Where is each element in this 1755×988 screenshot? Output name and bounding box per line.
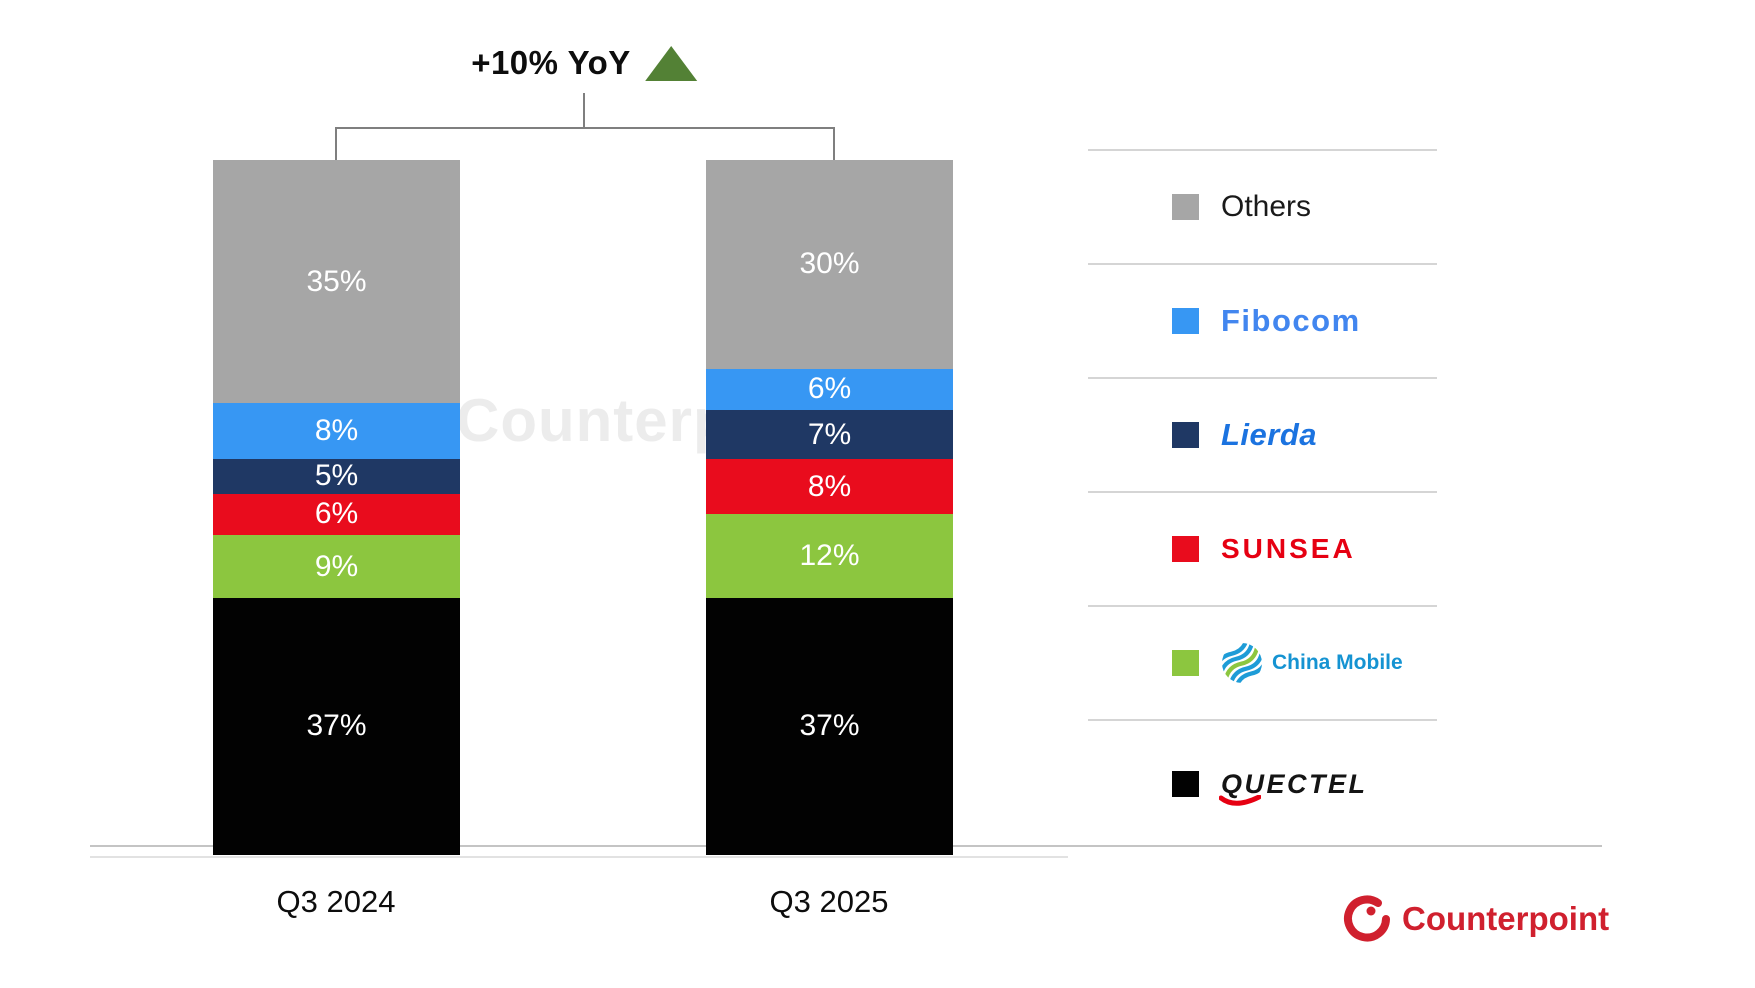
segment-value-label: 9% xyxy=(314,549,359,583)
baseline-short-line xyxy=(90,856,1068,858)
legend-item-others: Others xyxy=(1088,149,1437,263)
yoy-annotation: +10% YoY xyxy=(471,44,697,82)
stacked-bar-q3-2024: 35% 8% 5% 6% 9% 37% xyxy=(213,160,460,855)
bar-segment-china-mobile: 12% xyxy=(706,514,953,598)
bar-segment-sunsea: 8% xyxy=(706,458,953,515)
china-mobile-logo-icon xyxy=(1221,642,1263,684)
segment-value-label: 8% xyxy=(807,469,852,503)
bracket-stem-line xyxy=(583,93,585,127)
quectel-swatch xyxy=(1172,771,1199,797)
china-mobile-logo: China Mobile xyxy=(1221,642,1403,684)
bar-segment-lierda: 5% xyxy=(213,458,460,494)
fibocom-swatch xyxy=(1172,308,1199,334)
legend-item-fibocom: Fibocom xyxy=(1088,263,1437,377)
counterpoint-logo-text: Counterpoint xyxy=(1402,900,1610,937)
bracket-right-tick xyxy=(833,127,835,161)
bar-segment-china-mobile: 9% xyxy=(213,535,460,598)
bracket-horizontal-line xyxy=(335,127,835,129)
lierda-logo: Lierda xyxy=(1221,417,1318,452)
segment-value-label: 30% xyxy=(799,247,860,281)
quectel-logo: QUECTEL xyxy=(1219,768,1368,806)
bar-segment-quectel: 37% xyxy=(706,597,953,855)
stacked-bar-q3-2025: 30% 6% 7% 8% 12% 37% xyxy=(706,160,953,855)
counterpoint-logo-icon xyxy=(1344,895,1390,942)
segment-value-label: 8% xyxy=(314,414,359,448)
legend-item-china-mobile: China Mobile xyxy=(1088,605,1437,719)
legend-item-sunsea: SUNSEA xyxy=(1088,491,1437,605)
segment-value-label: 5% xyxy=(314,459,359,493)
yoy-increase-triangle-icon xyxy=(644,45,697,81)
segment-value-label: 37% xyxy=(306,709,367,743)
quectel-logo-text: QUECTEL xyxy=(1221,768,1368,799)
counterpoint-branding: Counterpoint xyxy=(1342,894,1609,944)
others-swatch xyxy=(1172,194,1199,220)
segment-value-label: 35% xyxy=(306,264,367,298)
legend-item-quectel: QUECTEL xyxy=(1088,719,1437,847)
x-axis-label-q3-2024: Q3 2024 xyxy=(276,884,396,919)
bar-segment-lierda: 7% xyxy=(706,410,953,459)
yoy-annotation-text: +10% YoY xyxy=(471,44,631,81)
bracket-left-tick xyxy=(335,127,337,161)
segment-value-label: 37% xyxy=(799,709,860,743)
lierda-swatch xyxy=(1172,422,1199,448)
sunsea-swatch xyxy=(1172,536,1199,562)
china-mobile-swatch xyxy=(1172,650,1199,676)
segment-value-label: 6% xyxy=(314,497,359,531)
x-axis-label-q3-2025: Q3 2025 xyxy=(769,884,889,919)
others-label: Others xyxy=(1221,190,1312,223)
segment-value-label: 12% xyxy=(799,539,860,573)
fibocom-logo: Fibocom xyxy=(1221,303,1361,338)
segment-value-label: 7% xyxy=(807,417,852,451)
bar-segment-others: 30% xyxy=(706,160,953,369)
bar-segment-fibocom: 8% xyxy=(213,403,460,459)
legend: Others Fibocom Lierda SUNSEA xyxy=(1088,149,1437,847)
segment-value-label: 6% xyxy=(807,372,852,406)
bar-segment-sunsea: 6% xyxy=(213,493,460,536)
sunsea-logo: SUNSEA xyxy=(1221,533,1356,564)
legend-item-lierda: Lierda xyxy=(1088,377,1437,491)
bar-segment-fibocom: 6% xyxy=(706,368,953,411)
bar-segment-others: 35% xyxy=(213,160,460,404)
china-mobile-logo-text: China Mobile xyxy=(1272,651,1403,674)
quectel-swoosh-icon xyxy=(1219,794,1261,806)
bar-segment-quectel: 37% xyxy=(213,597,460,855)
